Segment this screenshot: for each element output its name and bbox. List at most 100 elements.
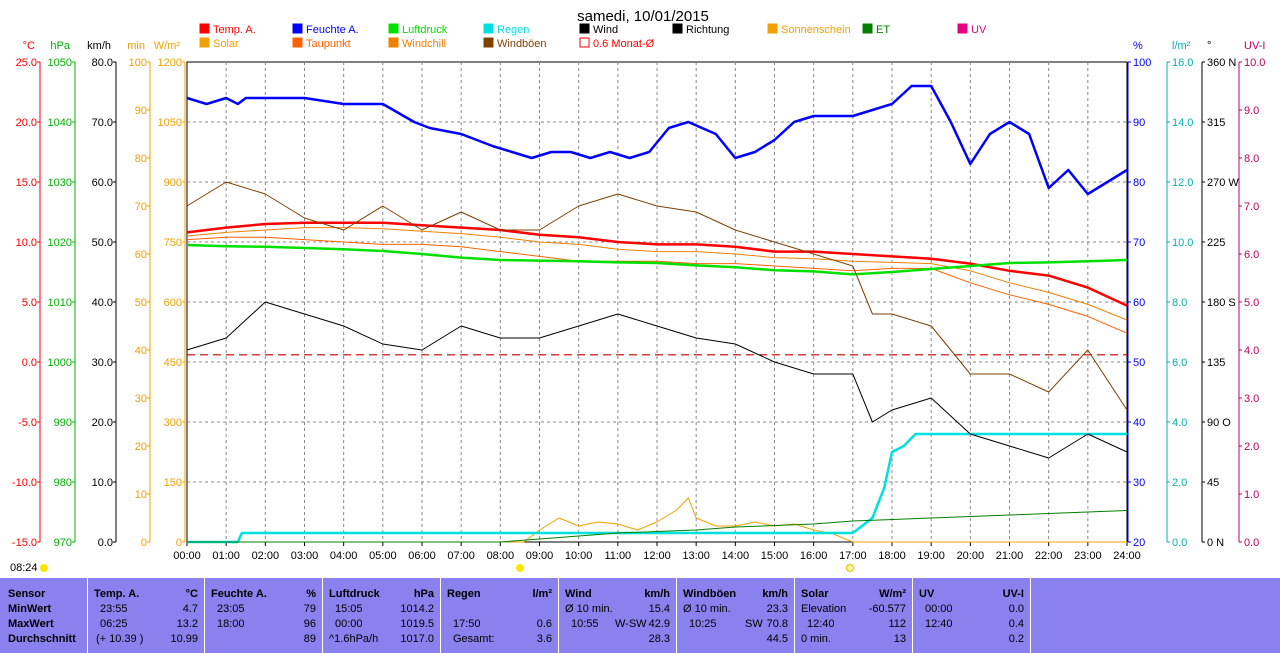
right-axis-tick-label: 30 [1133, 477, 1145, 489]
legend-swatch [767, 23, 778, 34]
left-axis-unit-label: min [127, 40, 145, 52]
x-tick-label: 13:00 [682, 550, 710, 562]
right-axis-tick-label: 8.0 [1172, 297, 1187, 309]
left-axis-tick-label: 90 [135, 105, 147, 117]
humidity-header: Feuchte A. [211, 588, 267, 600]
series-line [186, 221, 1128, 307]
left-axis-tick-label: 20.0 [16, 117, 37, 129]
left-axis-tick-label: 1040 [48, 117, 72, 129]
left-axis-tick-label: 1200 [158, 57, 182, 69]
gusts-max-dir: SW [745, 618, 763, 630]
legend-swatch [672, 23, 683, 34]
right-axis-tick-label: 14.0 [1172, 117, 1193, 129]
legend-label: ET [876, 24, 890, 36]
wind-avg10: 15.4 [648, 603, 670, 615]
x-tick-label: 15:00 [761, 550, 789, 562]
left-axis-tick-label: 10.0 [16, 237, 37, 249]
left-axis-tick-label: 60 [135, 249, 147, 261]
left-axis-tick-label: 70.0 [92, 117, 113, 129]
stats-col-humidity: Feuchte A.% 23:05 79 18:00 96 89 [205, 578, 323, 653]
pressure-header: Luftdruck [329, 588, 380, 600]
temp-min: 4.7 [182, 603, 198, 615]
left-axis-tick-label: 0 [141, 537, 147, 549]
x-tick-label: 05:00 [369, 550, 397, 562]
pressure-min-time: 15:05 [335, 603, 363, 615]
left-axis-tick-label: 30 [135, 393, 147, 405]
solar-min-label: 0 min. [801, 633, 831, 645]
left-axis-tick-label: 15.0 [16, 177, 37, 189]
pressure-trend: ^1.6hPa/h [329, 633, 379, 645]
sunset-marker-icon [846, 564, 854, 572]
right-axis-tick-label: 16.0 [1172, 57, 1193, 69]
gusts-max-time: 10:25 [689, 618, 717, 630]
series-line [186, 181, 1128, 411]
right-axis-tick-label: 5.0 [1244, 297, 1259, 309]
right-axis-tick-label: 6.0 [1172, 357, 1187, 369]
legend-label: Windchill [402, 38, 446, 50]
series-line [186, 84, 1128, 196]
left-axis-tick-label: 750 [164, 237, 182, 249]
right-axis-tick-label: 135 [1207, 357, 1225, 369]
temp-min-time: 23:55 [100, 603, 128, 615]
left-axis-tick-label: 600 [164, 297, 182, 309]
legend-swatch [388, 23, 399, 34]
left-axis-tick-label: 900 [164, 177, 182, 189]
x-tick-label: 03:00 [291, 550, 319, 562]
wind-max-dir: W-SW [615, 618, 647, 630]
solar-max-time: 12:40 [807, 618, 835, 630]
rain-unit: l/m² [532, 588, 552, 600]
x-tick-label: 24:00 [1113, 550, 1141, 562]
left-axis-tick-label: 150 [164, 477, 182, 489]
x-tick-label: 00:00 [173, 550, 201, 562]
right-axis-tick-label: 315 [1207, 117, 1225, 129]
x-tick-label: 23:00 [1074, 550, 1102, 562]
right-axis-tick-label: 360 N [1207, 57, 1236, 69]
legend-swatch [579, 23, 590, 34]
legend-swatch [957, 23, 968, 34]
right-axis-tick-label: 225 [1207, 237, 1225, 249]
wind-header: Wind [565, 588, 592, 600]
left-axis-tick-label: 980 [54, 477, 72, 489]
wind-avg10-label: Ø 10 min. [565, 603, 613, 615]
right-axis-tick-label: 100 [1133, 57, 1151, 69]
left-axis-tick-label: 40.0 [92, 297, 113, 309]
weather-chart: samedi, 10/01/2015 Temp. A. Solar Feuchte … [12, 8, 1266, 562]
humidity-avg: 89 [303, 633, 316, 645]
left-axis-tick-label: 1050 [158, 117, 182, 129]
right-axis-tick-label: 2.0 [1244, 441, 1259, 453]
left-axis-tick-label: 70 [135, 201, 147, 213]
x-tick-label: 02:00 [252, 550, 280, 562]
temp-header: Temp. A. [94, 588, 140, 600]
stats-row-max: MaxWert [8, 618, 54, 630]
left-axis-tick-label: 0.0 [22, 357, 37, 369]
left-axis-tick-label: 1050 [48, 57, 72, 69]
right-axis-tick-label: 90 [1133, 117, 1145, 129]
pressure-max-time: 00:00 [335, 618, 363, 630]
right-axis-tick-label: 9.0 [1244, 105, 1259, 117]
gusts-avg: 44.5 [766, 633, 788, 645]
right-axis-tick-label: 6.0 [1244, 249, 1259, 261]
legend-label: Windböen [497, 38, 547, 50]
axes: 00:00 01:00 02:00 03:00 04:00 05:00 06:00 07:00… [12, 40, 1266, 562]
grid [186, 61, 1128, 543]
x-tick-label: 01:00 [212, 550, 240, 562]
temp-unit: °C [185, 588, 198, 600]
right-axis-tick-label: 4.0 [1244, 345, 1259, 357]
stats-col-rain: Regen l/m² 17:50 0.6 Gesamt: 3.6 [441, 578, 559, 653]
gusts-header: Windböen [683, 588, 737, 600]
left-axis-tick-label: 20.0 [92, 417, 113, 429]
series-line [186, 243, 1128, 276]
uv-header: UV [919, 588, 935, 600]
legend-swatch [579, 37, 590, 48]
right-axis-tick-label: 0.0 [1172, 537, 1187, 549]
right-axis-tick-label: 8.0 [1244, 153, 1259, 165]
right-axis-tick-label: 1.0 [1244, 489, 1259, 501]
stats-col-solar: Solar W/m² Elevation -60.577 12:40 112 0 mi… [795, 578, 913, 653]
rain-max-time: 17:50 [453, 618, 481, 630]
series-line [186, 301, 1128, 459]
gusts-unit: km/h [762, 588, 788, 600]
humidity-max: 96 [303, 618, 316, 630]
solar-unit: W/m² [879, 588, 906, 600]
humidity-unit: % [306, 588, 316, 600]
left-axis-tick-label: 60.0 [92, 177, 113, 189]
